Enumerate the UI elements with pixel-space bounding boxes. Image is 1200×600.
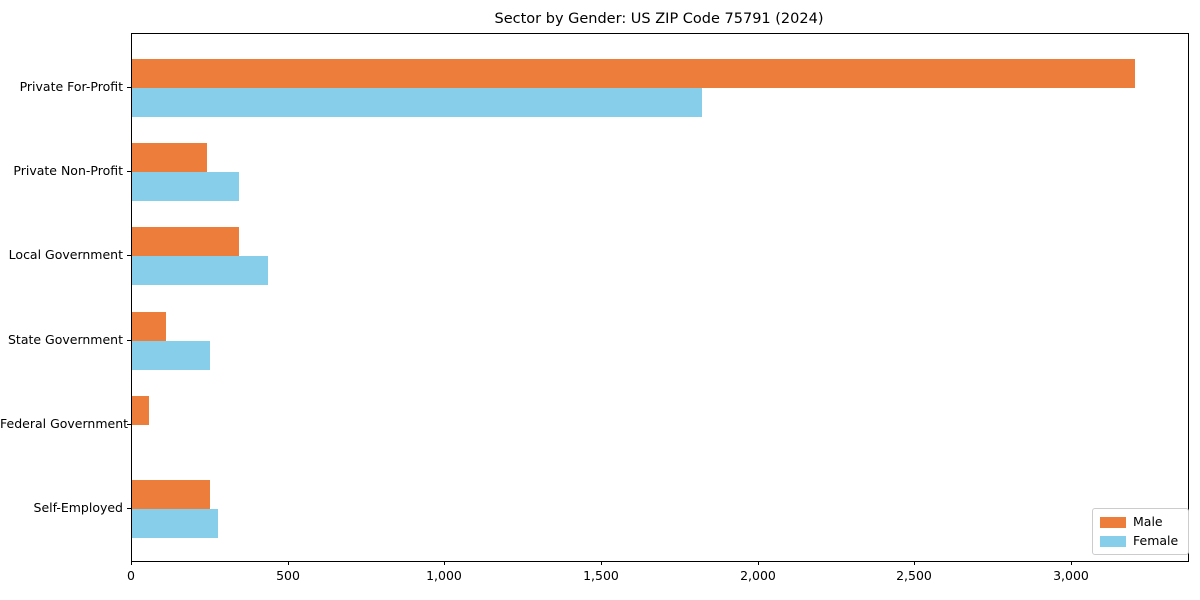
ytick-label-local-government: Local Government (8, 247, 123, 263)
bar-female-private-for-profit (132, 88, 702, 117)
legend-swatch-female (1100, 535, 1126, 547)
bar-female-local-government (132, 256, 268, 286)
legend-swatch-male (1100, 516, 1126, 528)
xtick-mark (131, 561, 132, 565)
xtick-label-500: 500 (276, 568, 300, 583)
ytick-label-state-government: State Government (7, 331, 123, 347)
ytick-mark (127, 87, 131, 88)
legend-entry-male: Male (1100, 515, 1178, 529)
xtick-label-2000: 2,000 (740, 568, 776, 583)
xtick-mark (601, 561, 602, 565)
xtick-label-3000: 3,000 (1053, 568, 1089, 583)
plot-area (131, 33, 1189, 562)
xtick-mark (1071, 561, 1072, 565)
bar-female-private-non-profit (132, 172, 239, 202)
bar-male-local-government (132, 227, 239, 257)
xtick-mark (444, 561, 445, 565)
bar-male-private-for-profit (132, 59, 1135, 88)
ytick-label-self-employed: Self-Employed (33, 500, 123, 515)
bar-male-state-government (132, 311, 166, 341)
ytick-mark (127, 423, 131, 425)
ytick-mark (127, 339, 131, 341)
bar-male-federal-government (132, 395, 149, 425)
bar-male-self-employed (132, 480, 210, 509)
ytick-mark (127, 508, 131, 509)
bar-male-private-non-profit (132, 143, 207, 173)
xtick-label-1000: 1,000 (426, 568, 462, 583)
ytick-label-private-non-profit: Private Non-Profit (13, 163, 123, 179)
chart-title: Sector by Gender: US ZIP Code 75791 (202… (494, 11, 824, 27)
legend: Male Female (1092, 508, 1190, 555)
bar-female-state-government (132, 340, 210, 370)
xtick-label-1500: 1,500 (583, 568, 619, 583)
ytick-mark (127, 171, 131, 173)
xtick-label-2500: 2,500 (896, 568, 932, 583)
ytick-label-federal-government: Federal Government (0, 415, 129, 431)
ytick-label-private-for-profit: Private For-Profit (19, 79, 123, 94)
legend-label-female: Female (1133, 533, 1179, 548)
xtick-mark (758, 561, 759, 565)
bar-female-self-employed (132, 509, 218, 538)
xtick-mark (914, 561, 915, 565)
xtick-mark (288, 561, 289, 565)
xtick-label-0: 0 (127, 568, 135, 583)
legend-entry-female: Female (1100, 534, 1178, 548)
legend-label-male: Male (1133, 514, 1163, 529)
ytick-mark (127, 255, 131, 257)
